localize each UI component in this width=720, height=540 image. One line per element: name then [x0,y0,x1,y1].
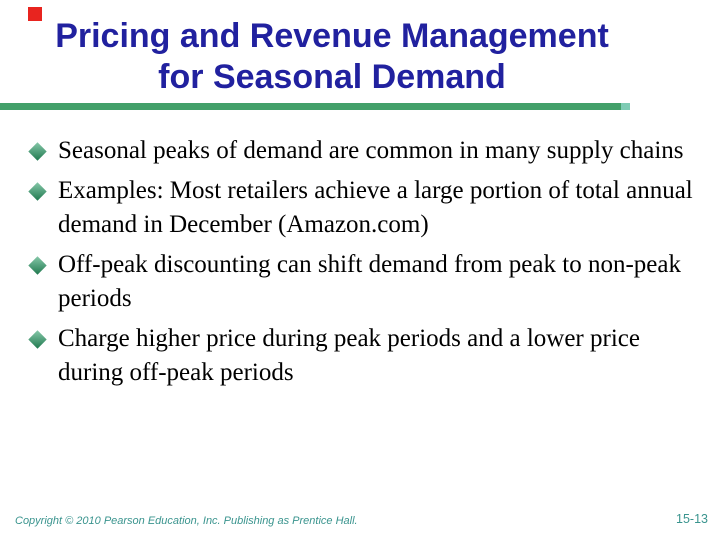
page-title: Pricing and Revenue Management for Seaso… [0,16,664,98]
title-line-2: for Seasonal Demand [158,58,506,96]
accent-square [28,7,42,21]
bullet-item: Off-peak discounting can shift demand fr… [28,248,706,316]
bullet-item: Examples: Most retailers achieve a large… [28,174,706,242]
bullet-list: Seasonal peaks of demand are common in m… [28,134,706,396]
diamond-bullet-icon [28,182,47,201]
bullet-text: Examples: Most retailers achieve a large… [58,177,693,238]
diamond-bullet-icon [28,330,47,349]
title-line-1: Pricing and Revenue Management [55,17,609,55]
diamond-bullet-icon [28,142,47,161]
bar-tip [621,103,630,110]
bullet-text: Charge higher price during peak periods … [58,325,640,386]
page-number: 15-13 [676,512,708,526]
footer-copyright: Copyright © 2010 Pearson Education, Inc.… [15,515,358,527]
title-underline-bar [0,103,630,110]
bullet-text: Off-peak discounting can shift demand fr… [58,251,681,312]
bullet-item: Charge higher price during peak periods … [28,322,706,390]
bullet-text: Seasonal peaks of demand are common in m… [58,137,684,164]
bullet-item: Seasonal peaks of demand are common in m… [28,134,706,168]
diamond-bullet-icon [28,256,47,275]
